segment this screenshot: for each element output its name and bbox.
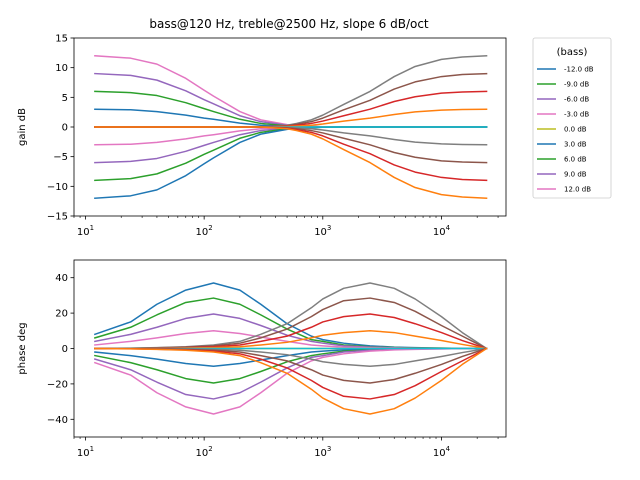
phase-y-axis-label: phase deg bbox=[17, 322, 28, 374]
gain-xtick-base: 10 bbox=[433, 227, 446, 238]
gain-series-group bbox=[94, 55, 488, 199]
gain-series-line-10 bbox=[94, 72, 488, 128]
phase-xtick-base: 10 bbox=[433, 448, 446, 459]
gain-series-line-0 bbox=[94, 55, 488, 128]
phase-xtick-exponent: 4 bbox=[446, 445, 451, 453]
gain-series-line-1 bbox=[94, 72, 488, 128]
gain-series-line-15 bbox=[94, 126, 488, 164]
phase-ytick-label: −20 bbox=[47, 379, 68, 390]
legend-entry-label: 3.0 dB bbox=[564, 141, 587, 149]
phase-xtick-exponent: 1 bbox=[90, 445, 94, 453]
legend-entry-label: 9.0 dB bbox=[564, 171, 587, 179]
legend-entry-label: -12.0 dB bbox=[564, 66, 594, 74]
gain-series-line-8 bbox=[94, 126, 488, 199]
phase-series-group bbox=[93, 282, 488, 415]
gain-y-axis-label: gain dB bbox=[17, 108, 28, 146]
legend-entry-label: -6.0 dB bbox=[564, 96, 589, 104]
legend-entry-label: 6.0 dB bbox=[564, 156, 587, 164]
phase-series-line-3 bbox=[94, 330, 488, 350]
phase-xtick-exponent: 3 bbox=[327, 445, 331, 453]
gain-series-line-17 bbox=[94, 126, 488, 199]
phase-xtick-exponent: 2 bbox=[208, 445, 212, 453]
phase-series-line-5 bbox=[94, 347, 488, 367]
legend-entry-label: -3.0 dB bbox=[564, 111, 589, 119]
phase-xtick-label: 102 bbox=[196, 445, 213, 459]
gain-ytick-label: −15 bbox=[47, 212, 68, 223]
phase-series-line-14 bbox=[94, 347, 488, 367]
phase-series-line-17 bbox=[94, 347, 488, 415]
phase-ytick-label: 0 bbox=[62, 344, 68, 355]
phase-ytick-label: −40 bbox=[47, 415, 68, 426]
gain-ytick-label: 10 bbox=[55, 63, 68, 74]
gain-series-line-9 bbox=[94, 55, 488, 128]
gain-xtick-exponent: 3 bbox=[327, 224, 331, 232]
gain-ytick-label: 0 bbox=[62, 123, 68, 134]
gain-ytick-label: −10 bbox=[47, 182, 68, 193]
legend: (bass) -12.0 dB -9.0 dB -6.0 dB -3.0 dB 0.0 d… bbox=[532, 37, 612, 199]
legend-entry-label: 0.0 dB bbox=[564, 126, 587, 134]
legend-entry-label: 12.0 dB bbox=[564, 186, 591, 194]
phase-ytick-label: 40 bbox=[55, 273, 68, 284]
phase-xtick-label: 101 bbox=[77, 445, 94, 459]
gain-xtick-label: 102 bbox=[196, 224, 213, 238]
gain-xtick-label: 103 bbox=[314, 224, 331, 238]
gain-xtick-exponent: 4 bbox=[446, 224, 451, 232]
legend-frame bbox=[532, 37, 612, 199]
gain-xtick-exponent: 1 bbox=[90, 224, 94, 232]
chart-title: bass@120 Hz, treble@2500 Hz, slope 6 dB/… bbox=[149, 17, 429, 31]
phase-xtick-label: 104 bbox=[433, 445, 451, 459]
gain-series-line-6 bbox=[94, 126, 488, 164]
legend-entry-label: -9.0 dB bbox=[564, 81, 589, 89]
gain-series-line-11 bbox=[94, 90, 488, 128]
gain-xtick-label: 104 bbox=[433, 224, 451, 238]
gain-ytick-label: 15 bbox=[55, 34, 68, 45]
phase-series-line-12 bbox=[94, 330, 488, 350]
gain-xtick-base: 10 bbox=[196, 227, 209, 238]
gain-xtick-base: 10 bbox=[314, 227, 327, 238]
gain-series-line-7 bbox=[94, 126, 488, 182]
phase-xtick-base: 10 bbox=[196, 448, 209, 459]
gain-ytick-label: 5 bbox=[62, 93, 68, 104]
gain-series-line-16 bbox=[94, 126, 488, 182]
legend-title: (bass) bbox=[557, 47, 588, 58]
phase-ytick-label: 20 bbox=[55, 309, 68, 320]
gain-ytick-label: −5 bbox=[53, 152, 68, 163]
phase-xtick-base: 10 bbox=[77, 448, 90, 459]
phase-xtick-label: 103 bbox=[314, 445, 331, 459]
gain-series-line-2 bbox=[94, 90, 488, 128]
gain-xtick-exponent: 2 bbox=[208, 224, 212, 232]
phase-xtick-base: 10 bbox=[314, 448, 327, 459]
gain-xtick-base: 10 bbox=[77, 227, 90, 238]
gain-xtick-label: 101 bbox=[77, 224, 94, 238]
